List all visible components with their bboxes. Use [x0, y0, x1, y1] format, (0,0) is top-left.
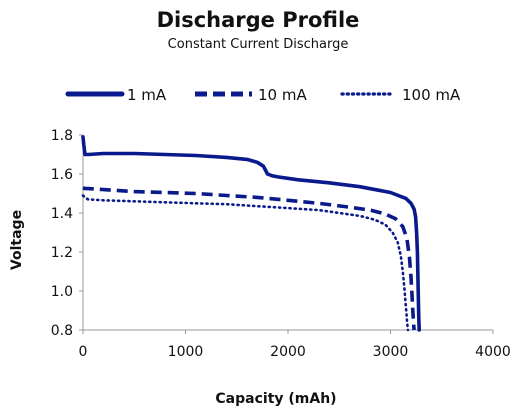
y-tick-label: 1.2	[51, 245, 73, 261]
y-tick-label: 1.4	[51, 206, 73, 222]
series-line-100-ma	[81, 194, 410, 332]
x-tick-label: 0	[79, 344, 88, 360]
chart-subtitle: Constant Current Discharge	[168, 37, 349, 52]
legend-item: 1 mA	[65, 86, 167, 104]
x-axis: 0 1000 2000 3000 4000	[79, 329, 511, 360]
series-group	[81, 135, 422, 332]
x-tick-label: 4000	[475, 344, 511, 360]
y-tick-label: 1.6	[51, 167, 73, 183]
chart-title: Discharge Profile	[157, 8, 360, 32]
x-tick-label: 1000	[168, 344, 204, 360]
y-tick-label: 1.0	[51, 284, 73, 300]
legend-item: 10 mA	[195, 86, 307, 104]
x-tick-label: 2000	[270, 344, 306, 360]
legend-label: 10 mA	[258, 86, 307, 104]
legend-item: 100 mA	[340, 86, 461, 104]
series-line-1-ma	[81, 135, 422, 332]
x-tick-label: 3000	[373, 344, 409, 360]
series-line-10-ma	[82, 186, 416, 331]
y-tick-label: 1.8	[51, 128, 73, 144]
y-tick-label: 0.8	[51, 323, 73, 339]
y-axis: 0.8 1.0 1.2 1.4 1.6 1.8	[51, 128, 84, 339]
legend: 1 mA 10 mA 100 mA	[65, 86, 461, 104]
legend-label: 100 mA	[402, 86, 461, 104]
legend-label: 1 mA	[127, 86, 167, 104]
x-axis-title: Capacity (mAh)	[215, 391, 336, 407]
y-axis-title: Voltage	[9, 210, 25, 270]
